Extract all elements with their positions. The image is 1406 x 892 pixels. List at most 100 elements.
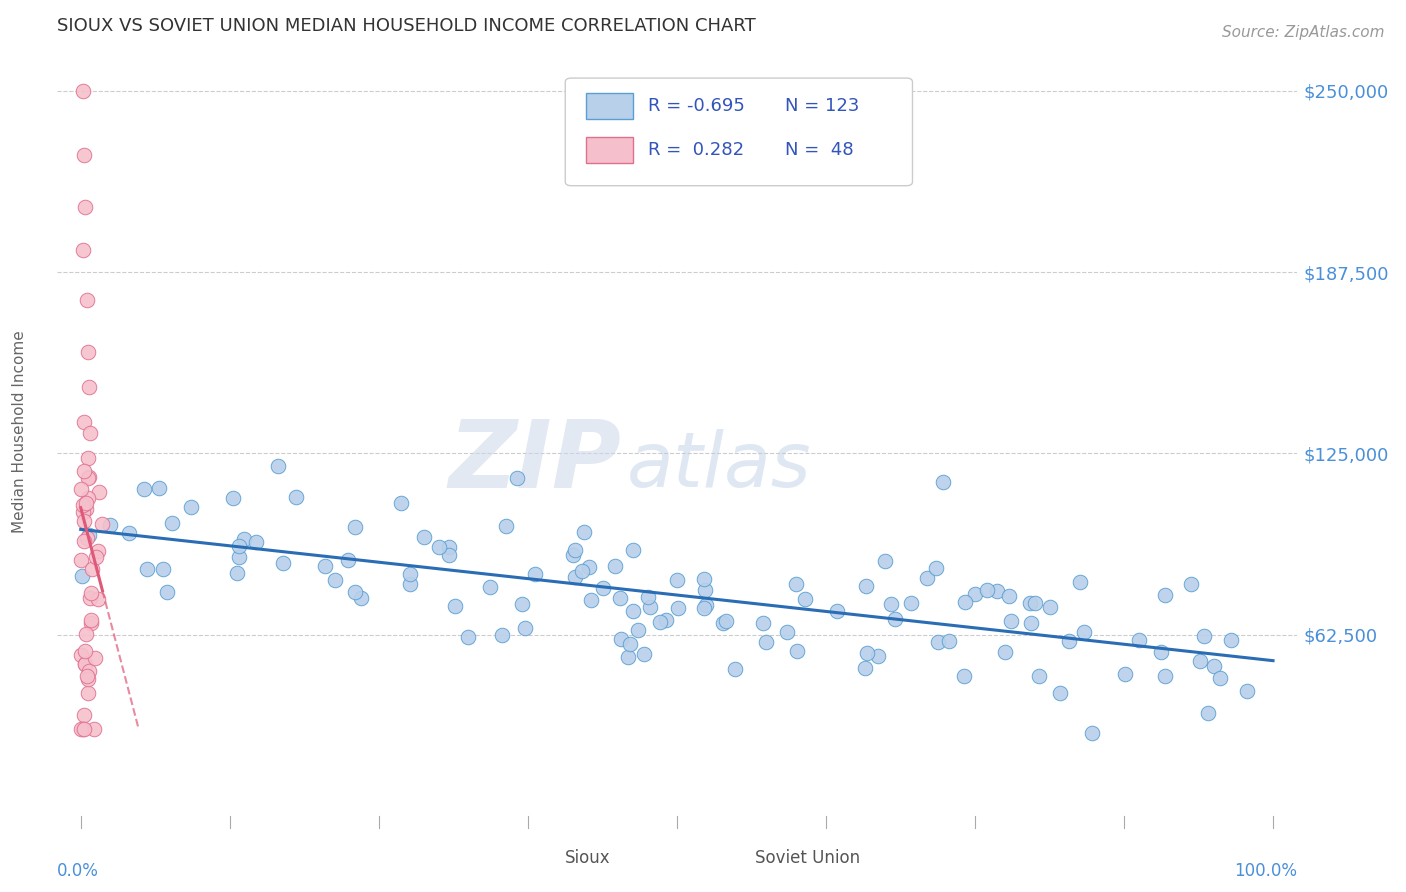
Point bbox=[437, 548, 460, 562]
Point bbox=[156, 584, 179, 599]
Point bbox=[994, 645, 1017, 659]
Point bbox=[609, 632, 631, 646]
Point bbox=[755, 634, 778, 648]
Point bbox=[437, 540, 460, 554]
Point bbox=[711, 615, 734, 630]
Point bbox=[73, 707, 96, 722]
Point bbox=[413, 530, 436, 544]
Text: 0.0%: 0.0% bbox=[56, 863, 98, 880]
Point bbox=[619, 636, 641, 650]
Point bbox=[513, 621, 536, 635]
Point bbox=[794, 592, 817, 607]
Point bbox=[1220, 632, 1243, 647]
Point bbox=[84, 549, 107, 564]
Point bbox=[271, 556, 294, 570]
Point bbox=[76, 491, 98, 505]
Point bbox=[1057, 633, 1080, 648]
Point bbox=[76, 669, 98, 683]
Point bbox=[80, 562, 103, 576]
Point bbox=[73, 514, 96, 528]
Point bbox=[997, 589, 1019, 603]
Point bbox=[76, 345, 98, 359]
Point bbox=[87, 591, 110, 606]
Point bbox=[336, 553, 359, 567]
Point bbox=[578, 560, 600, 574]
Point bbox=[1209, 671, 1232, 685]
Point bbox=[76, 293, 98, 307]
Point bbox=[592, 581, 614, 595]
Point bbox=[1049, 686, 1071, 700]
Point bbox=[80, 614, 103, 628]
Point bbox=[1081, 725, 1104, 739]
Point bbox=[1192, 629, 1215, 643]
Point bbox=[75, 644, 97, 658]
Point bbox=[1019, 596, 1042, 610]
Point bbox=[976, 582, 998, 597]
Point bbox=[752, 615, 775, 630]
Text: ZIP: ZIP bbox=[449, 417, 621, 508]
Point bbox=[666, 601, 689, 615]
Point bbox=[160, 516, 183, 530]
Point bbox=[633, 647, 655, 661]
FancyBboxPatch shape bbox=[565, 78, 912, 186]
Point bbox=[1039, 599, 1062, 614]
Point bbox=[1150, 645, 1173, 659]
Point bbox=[75, 627, 97, 641]
FancyBboxPatch shape bbox=[702, 849, 742, 869]
Point bbox=[1180, 577, 1202, 591]
Point bbox=[399, 567, 422, 582]
Point bbox=[118, 525, 141, 540]
Point bbox=[853, 661, 876, 675]
Point bbox=[617, 650, 640, 665]
Point bbox=[716, 614, 738, 628]
Point bbox=[938, 633, 960, 648]
Point bbox=[80, 586, 103, 600]
Text: N =  48: N = 48 bbox=[785, 141, 853, 159]
Point bbox=[724, 662, 747, 676]
Text: SIOUX VS SOVIET UNION MEDIAN HOUSEHOLD INCOME CORRELATION CHART: SIOUX VS SOVIET UNION MEDIAN HOUSEHOLD I… bbox=[56, 17, 755, 35]
Point bbox=[72, 464, 94, 478]
Point bbox=[83, 651, 105, 665]
Point bbox=[621, 604, 644, 618]
Point bbox=[1069, 575, 1091, 590]
Text: 100.0%: 100.0% bbox=[1234, 863, 1296, 880]
Point bbox=[884, 612, 907, 626]
Point bbox=[152, 562, 174, 576]
Point bbox=[79, 591, 101, 606]
Point bbox=[79, 426, 101, 441]
Point bbox=[868, 648, 890, 663]
Text: N = 123: N = 123 bbox=[785, 96, 859, 115]
Point bbox=[77, 470, 100, 484]
Point bbox=[389, 496, 412, 510]
Point bbox=[132, 482, 155, 496]
Point bbox=[900, 596, 922, 610]
Point bbox=[693, 572, 716, 586]
Point bbox=[915, 571, 938, 585]
Point bbox=[73, 415, 96, 429]
Point bbox=[75, 657, 97, 671]
Point bbox=[879, 597, 901, 611]
Point bbox=[621, 543, 644, 558]
Point bbox=[226, 566, 249, 581]
Point bbox=[267, 458, 290, 473]
Point bbox=[323, 574, 346, 588]
FancyBboxPatch shape bbox=[586, 93, 634, 119]
Point bbox=[506, 471, 529, 485]
Point bbox=[875, 554, 897, 568]
Point bbox=[495, 519, 517, 533]
Point bbox=[571, 565, 593, 579]
Point bbox=[232, 533, 254, 547]
Point bbox=[855, 646, 877, 660]
Point bbox=[100, 517, 122, 532]
Point bbox=[344, 585, 367, 599]
Point bbox=[638, 599, 661, 614]
Point bbox=[72, 244, 94, 258]
Point bbox=[73, 722, 96, 736]
Point bbox=[564, 542, 586, 557]
Point bbox=[72, 569, 94, 583]
Point bbox=[637, 590, 659, 604]
Point bbox=[148, 482, 170, 496]
Point bbox=[665, 573, 688, 587]
Point bbox=[73, 147, 96, 161]
Point bbox=[77, 380, 100, 394]
